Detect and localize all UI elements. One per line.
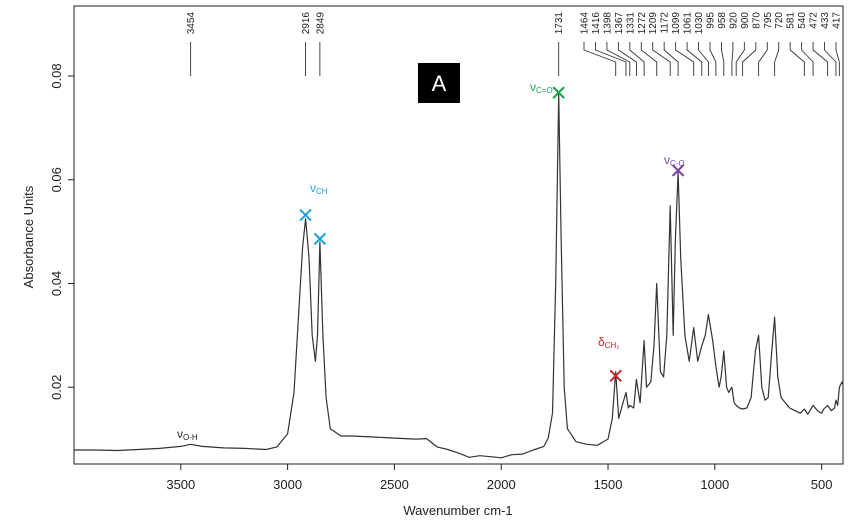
peak-marker (552, 86, 565, 99)
peak-label: 1099 (671, 12, 682, 35)
panel-label-box (418, 63, 460, 103)
annotation-co-double-main: ν (530, 80, 536, 94)
y-tick-label: 0.08 (49, 63, 64, 88)
peak-leader-line (583, 42, 617, 76)
x-axis: 3500 3000 2500 2000 1500 1000 500 (166, 464, 832, 492)
peak-leader-line (652, 42, 671, 76)
peak-label: 995 (706, 12, 717, 29)
peak-label: 1464 (580, 12, 591, 35)
peak-markers (299, 86, 685, 383)
annotation-ch2-bend: δCH₂ (598, 335, 619, 350)
peak-leader-line (742, 42, 757, 76)
peak-marker (609, 369, 622, 383)
peak-label: 720 (774, 12, 785, 29)
peak-label: 1172 (660, 12, 671, 34)
peak-label: 1030 (694, 12, 705, 35)
peak-label: 920 (728, 12, 739, 29)
peak-label: 540 (797, 12, 808, 29)
annotation-co-double-stretch: νC=O (530, 80, 553, 95)
annotation-oh-sub: O-H (183, 433, 198, 442)
peak-leader-line (629, 42, 645, 76)
peak-leader-line (824, 42, 837, 76)
peak-label: 795 (763, 12, 774, 29)
peak-label: 900 (740, 12, 751, 29)
plot-frame (73, 5, 844, 465)
peak-leader-line (709, 42, 717, 76)
peak-label: 3454 (186, 12, 197, 35)
peak-label: 2849 (315, 12, 326, 35)
peak-label: 1209 (648, 12, 659, 35)
y-axis: 0.02 0.04 0.06 0.08 (49, 63, 74, 400)
peak-leader-line (721, 42, 725, 76)
peak-label: 1398 (602, 12, 613, 35)
peak-label: 870 (751, 12, 762, 29)
x-tick-label: 2500 (380, 477, 409, 492)
peak-leader-line (617, 42, 637, 76)
x-axis-title: Wavenumber cm-1 (403, 503, 512, 518)
y-tick-label: 0.04 (49, 271, 64, 296)
peak-marker (299, 208, 312, 222)
y-axis-title: Absorbance Units (21, 185, 36, 288)
y-tick-label: 0.02 (49, 375, 64, 400)
x-tick-label: 1500 (594, 477, 623, 492)
annotation-ch-main: ν (310, 181, 316, 195)
peak-label: 1331 (625, 12, 636, 35)
peak-leader-line (595, 42, 627, 76)
peak-leader-line (675, 42, 695, 76)
annotation-oh-main: ν (177, 427, 183, 441)
peak-leader-line (758, 42, 768, 76)
peak-labels: 3454 2916 2849 1731 1464 1416 1398 1367 1331 1272… (186, 12, 843, 76)
annotation-ch-stretch: νCH (310, 181, 328, 196)
annotation-ch2-main: δ (598, 335, 605, 349)
panel-label: A (432, 71, 447, 96)
peak-marker (671, 164, 685, 177)
peak-leader-line (835, 42, 840, 76)
peak-label: 433 (820, 12, 831, 29)
peak-label: 417 (832, 12, 843, 29)
annotation-co-single-stretch: νC-O (664, 153, 685, 168)
peak-leader-line (686, 42, 703, 76)
peak-label: 1061 (683, 12, 694, 35)
annotation-co-single-main: ν (664, 153, 670, 167)
annotation-co-double-sub: C=O (536, 86, 553, 95)
peak-label: 1731 (554, 12, 565, 35)
peak-leader-line (735, 42, 745, 76)
peak-leader-line (640, 42, 658, 76)
x-tick-label: 3500 (166, 477, 195, 492)
spectrum-line (74, 93, 844, 459)
x-tick-label: 3000 (273, 477, 302, 492)
peak-label: 1367 (614, 12, 625, 35)
peak-leader-line (606, 42, 631, 76)
peak-label: 958 (717, 12, 728, 29)
peak-leader-line (812, 42, 829, 76)
peak-leader-line (663, 42, 679, 76)
annotation-co-single-sub: C-O (670, 159, 685, 168)
annotation-ch2-sub: CH₂ (605, 341, 620, 350)
annotation-oh-stretch: νO-H (177, 427, 198, 442)
peak-label: 472 (809, 12, 820, 29)
annotation-ch-sub: CH (316, 187, 328, 196)
peak-leader-line (731, 42, 734, 76)
peak-label: 1416 (591, 12, 602, 35)
peak-label: 581 (786, 12, 797, 29)
x-tick-label: 500 (811, 477, 833, 492)
peak-label: 1272 (637, 12, 648, 35)
peak-leader-line (801, 42, 814, 76)
peak-leader-line (698, 42, 709, 76)
peak-marker (313, 232, 327, 246)
peak-leader-line (774, 42, 780, 76)
peak-label: 2916 (301, 12, 312, 35)
y-tick-label: 0.06 (49, 167, 64, 192)
x-tick-label: 2000 (487, 477, 516, 492)
x-tick-label: 1000 (700, 477, 729, 492)
peak-leader-line (789, 42, 805, 76)
